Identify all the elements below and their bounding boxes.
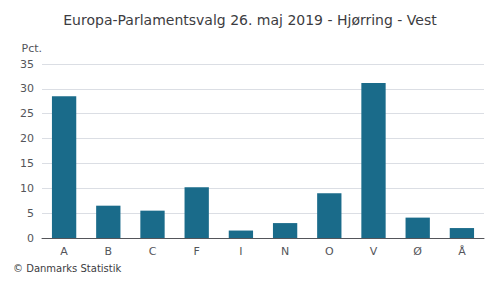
svg-text:Europa-Parlamentsvalg 26. maj: Europa-Parlamentsvalg 26. maj 2019 - Hjø… [63, 12, 437, 28]
svg-text:25: 25 [20, 107, 34, 120]
svg-text:Å: Å [458, 245, 466, 258]
svg-text:0: 0 [27, 232, 34, 245]
svg-text:I: I [239, 245, 242, 258]
svg-text:© Danmarks Statistik: © Danmarks Statistik [13, 263, 122, 274]
svg-text:B: B [105, 245, 113, 258]
svg-text:5: 5 [27, 207, 34, 220]
svg-text:30: 30 [20, 82, 34, 95]
svg-text:10: 10 [20, 182, 34, 195]
svg-text:C: C [149, 245, 157, 258]
svg-text:Ø: Ø [413, 245, 422, 258]
svg-text:35: 35 [20, 58, 34, 71]
svg-text:V: V [370, 245, 378, 258]
svg-text:15: 15 [20, 157, 34, 170]
svg-text:F: F [194, 245, 200, 258]
svg-text:A: A [60, 245, 68, 258]
svg-text:N: N [281, 245, 289, 258]
svg-text:O: O [325, 245, 334, 258]
svg-text:Pct.: Pct. [22, 42, 43, 55]
svg-text:20: 20 [20, 132, 34, 145]
